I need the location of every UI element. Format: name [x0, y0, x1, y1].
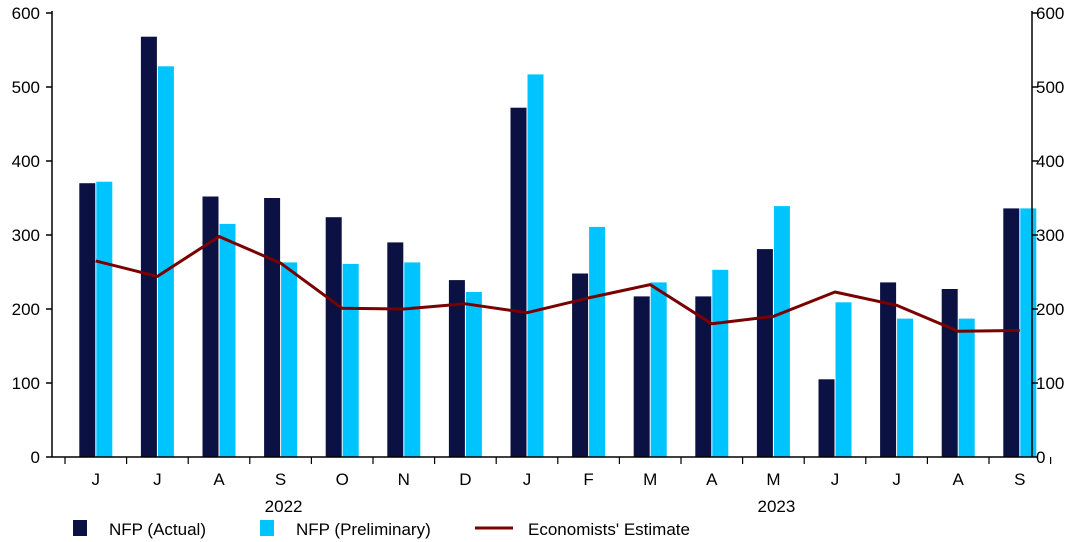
y-tick-label-right: 100	[1036, 374, 1064, 393]
x-tick-label: F	[583, 470, 593, 489]
bar-preliminary	[527, 74, 544, 458]
y-tick-label-right: 500	[1036, 78, 1064, 97]
legend-swatch-actual	[73, 520, 87, 536]
y-tick-label-left: 200	[12, 300, 40, 319]
x-tick-label: J	[153, 470, 162, 489]
y-tick-label-left: 100	[12, 374, 40, 393]
axes-layer	[46, 11, 1052, 464]
bar-actual	[756, 249, 773, 457]
bar-preliminary	[96, 181, 113, 457]
bar-preliminary	[465, 292, 482, 457]
y-tick-label-right: 200	[1036, 300, 1064, 319]
x-tick-label: A	[953, 470, 965, 489]
x-tick-label: N	[398, 470, 410, 489]
y-tick-label-left: 500	[12, 78, 40, 97]
bar-preliminary	[650, 282, 667, 457]
x-tick-label: S	[1014, 470, 1025, 489]
estimate-line	[95, 235, 1020, 333]
bar-actual	[140, 36, 157, 457]
x-tick-label: A	[213, 470, 225, 489]
bar-actual	[510, 107, 527, 457]
y-tick-label-right: 0	[1036, 448, 1045, 467]
bar-preliminary	[712, 269, 729, 457]
y-tick-label-left: 300	[12, 226, 40, 245]
bar-preliminary	[157, 66, 174, 458]
bar-actual	[1003, 208, 1020, 457]
bar-preliminary	[1020, 208, 1037, 457]
bar-actual	[941, 289, 958, 457]
bar-preliminary	[958, 318, 975, 457]
x-tick-label: O	[336, 470, 349, 489]
x-tick-label: J	[831, 470, 840, 489]
x-tick-label: A	[706, 470, 718, 489]
legend-label-estimate: Economists' Estimate	[528, 520, 690, 539]
bar-actual	[633, 296, 650, 457]
x-tick-label: J	[92, 470, 101, 489]
x-tick-label: M	[643, 470, 657, 489]
y-tick-label-right: 400	[1036, 152, 1064, 171]
bar-preliminary	[404, 262, 421, 457]
bar-preliminary	[773, 206, 790, 457]
estimate-line-layer	[95, 235, 1020, 333]
x-tick-label: D	[459, 470, 471, 489]
bar-preliminary	[342, 263, 359, 457]
legend-label-actual: NFP (Actual)	[109, 520, 206, 539]
bar-actual	[572, 273, 589, 457]
bar-actual	[387, 242, 404, 457]
x-tick-label: S	[275, 470, 286, 489]
legend-label-preliminary: NFP (Preliminary)	[296, 520, 431, 539]
bar-preliminary	[219, 223, 236, 457]
bar-actual	[325, 217, 342, 457]
legend-swatch-preliminary	[260, 520, 274, 536]
bar-actual	[79, 183, 96, 457]
y-tick-label-right: 600	[1036, 4, 1064, 23]
x-tick-label: M	[766, 470, 780, 489]
bar-actual	[448, 280, 465, 457]
bar-actual	[202, 196, 219, 457]
bar-preliminary	[835, 302, 852, 457]
x-tick-label: J	[892, 470, 901, 489]
y-tick-label-left: 400	[12, 152, 40, 171]
bar-actual	[264, 198, 281, 457]
legend: NFP (Actual) NFP (Preliminary) Economist…	[73, 520, 690, 539]
y-tick-label-left: 600	[12, 4, 40, 23]
bar-preliminary	[897, 318, 914, 457]
year-label: 2022	[265, 497, 303, 516]
tick-labels-layer: 0 100 200 300 400 500 600 0 100 200 300 400 500 600 J J…	[12, 4, 1065, 516]
bar-actual	[880, 282, 897, 457]
year-label: 2023	[757, 497, 795, 516]
y-tick-label-left: 0	[31, 448, 40, 467]
y-tick-label-right: 300	[1036, 226, 1064, 245]
bar-preliminary	[281, 262, 298, 457]
bars-layer	[79, 36, 1037, 458]
bar-actual	[695, 296, 712, 457]
x-tick-label: J	[523, 470, 532, 489]
bar-preliminary	[589, 226, 606, 457]
bar-actual	[818, 379, 835, 457]
